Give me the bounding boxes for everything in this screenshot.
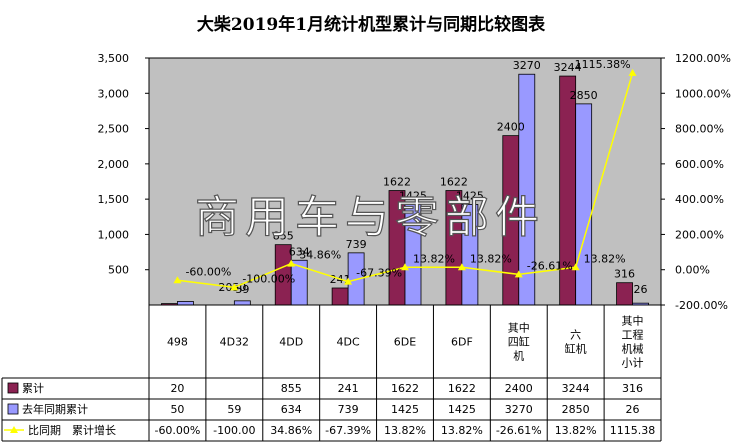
category-label: 6DF	[451, 336, 473, 349]
table-cell: 1115.38	[610, 424, 656, 437]
bar-last-year-label: 1425	[456, 189, 484, 202]
table-cell: 316	[622, 382, 643, 395]
y-left-tick-label: 3,000	[98, 87, 130, 100]
legend-swatch	[7, 382, 19, 394]
category-label: 六缸机	[565, 329, 587, 356]
category-label: 其中四缸机	[508, 322, 530, 363]
y-right-tick-label: 600.00%	[675, 158, 724, 171]
category-label: 4D32	[220, 336, 249, 349]
growth-marker	[457, 263, 466, 271]
y-right-tick-label: 1200.00%	[675, 52, 731, 65]
table-cell: 3270	[505, 403, 533, 416]
legend-swatch	[7, 403, 19, 415]
growth-marker	[173, 276, 182, 284]
table-cell: 13.82%	[441, 424, 483, 437]
table-cell: 59	[227, 403, 241, 416]
table-cell: -60.00%	[154, 424, 200, 437]
table-cell: 634	[281, 403, 302, 416]
bar-last-year-label: 2850	[570, 89, 598, 102]
growth-marker	[571, 263, 580, 271]
bar-last-year-label: 739	[346, 238, 367, 251]
bar-last-year-label: 634	[289, 245, 310, 258]
y-right-tick-label: 1000.00%	[675, 87, 731, 100]
growth-marker	[344, 277, 353, 285]
growth-label: -67.39%	[356, 267, 402, 280]
bar-cumulative-label: 3244	[554, 61, 582, 74]
y-left-tick-label: 3,500	[98, 52, 130, 65]
y-right-tick-label: 200.00%	[675, 228, 724, 241]
growth-label: 13.82%	[584, 252, 626, 265]
table-cell: 1622	[391, 382, 419, 395]
growth-label: -60.00%	[185, 265, 231, 278]
table-cell: 2850	[562, 403, 590, 416]
table-cell: 3244	[562, 382, 590, 395]
y-left-tick-label: 1,000	[98, 228, 130, 241]
bar-cumulative-label: 2400	[497, 121, 525, 134]
bar-last-year	[177, 301, 194, 306]
growth-label: 13.82%	[413, 252, 455, 265]
y-left-tick-label: 1,500	[98, 193, 130, 206]
category-label: 4DC	[337, 336, 360, 349]
legend-label: 去年同期累计	[22, 402, 88, 416]
table-cell: 1425	[391, 403, 419, 416]
y-left-tick-label: 2,500	[98, 123, 130, 136]
bar-cumulative-label: 316	[614, 268, 635, 281]
bar-cumulative-label: 1622	[383, 176, 411, 189]
category-label: 4DD	[279, 336, 303, 349]
bar-last-year	[575, 103, 593, 306]
table-cell: 13.82%	[555, 424, 597, 437]
legend-marker	[10, 426, 18, 433]
table-cell: 26	[626, 403, 640, 416]
table-cell: 241	[338, 382, 359, 395]
growth-label: 1115.38%	[575, 58, 631, 71]
table-cell: 1425	[448, 403, 476, 416]
y-left-tick-label: 2,000	[98, 158, 130, 171]
bar-last-year-label: 26	[634, 283, 648, 296]
growth-label: -26.61%	[527, 259, 573, 272]
table-cell: 855	[281, 382, 302, 395]
growth-marker	[230, 283, 239, 291]
y-left-tick-label: 500	[108, 264, 129, 277]
table-cell: 739	[338, 403, 359, 416]
growth-marker	[514, 270, 523, 278]
table-cell: 2400	[505, 382, 533, 395]
legend-label: 累计	[22, 382, 44, 395]
watermark: 商用车与零部件	[195, 192, 545, 243]
bar-last-year-label: 3270	[513, 59, 541, 72]
y-right-tick-label: 400.00%	[675, 193, 724, 206]
bar-cumulative	[331, 287, 349, 306]
category-label: 6DE	[394, 336, 416, 349]
growth-label: -100.00%	[242, 272, 295, 285]
bar-cumulative-label: 1622	[440, 176, 468, 189]
growth-marker	[628, 68, 637, 76]
bar-last-year-label: 1425	[399, 189, 427, 202]
bar-cumulative	[616, 282, 633, 306]
category-label: 498	[167, 336, 188, 349]
legend-label: 比同期 累计增长	[28, 423, 116, 437]
table-cell: 13.82%	[384, 424, 426, 437]
table-cell: 34.86%	[270, 424, 312, 437]
growth-label: 34.86%	[299, 249, 341, 262]
growth-marker	[287, 259, 296, 267]
growth-marker	[401, 263, 409, 271]
y-right-tick-label: 0.00%	[675, 264, 710, 277]
table-cell: -26.61%	[496, 424, 542, 437]
bar-cumulative-label: 855	[273, 230, 294, 243]
growth-label: 13.82%	[470, 252, 512, 265]
table-cell: -100.00	[213, 424, 255, 437]
table-cell: 50	[170, 403, 184, 416]
table-cell: -67.39%	[325, 424, 371, 437]
table-cell: 1622	[448, 382, 476, 395]
y-right-tick-label: -200.00%	[675, 299, 728, 312]
category-label: 其中工程机械小计	[622, 315, 644, 370]
bar-last-year	[233, 300, 251, 306]
y-right-tick-label: 800.00%	[675, 123, 724, 136]
table-cell: 20	[170, 382, 184, 395]
chart-title: 大柴2019年1月统计机型累计与同期比较图表	[197, 14, 546, 35]
